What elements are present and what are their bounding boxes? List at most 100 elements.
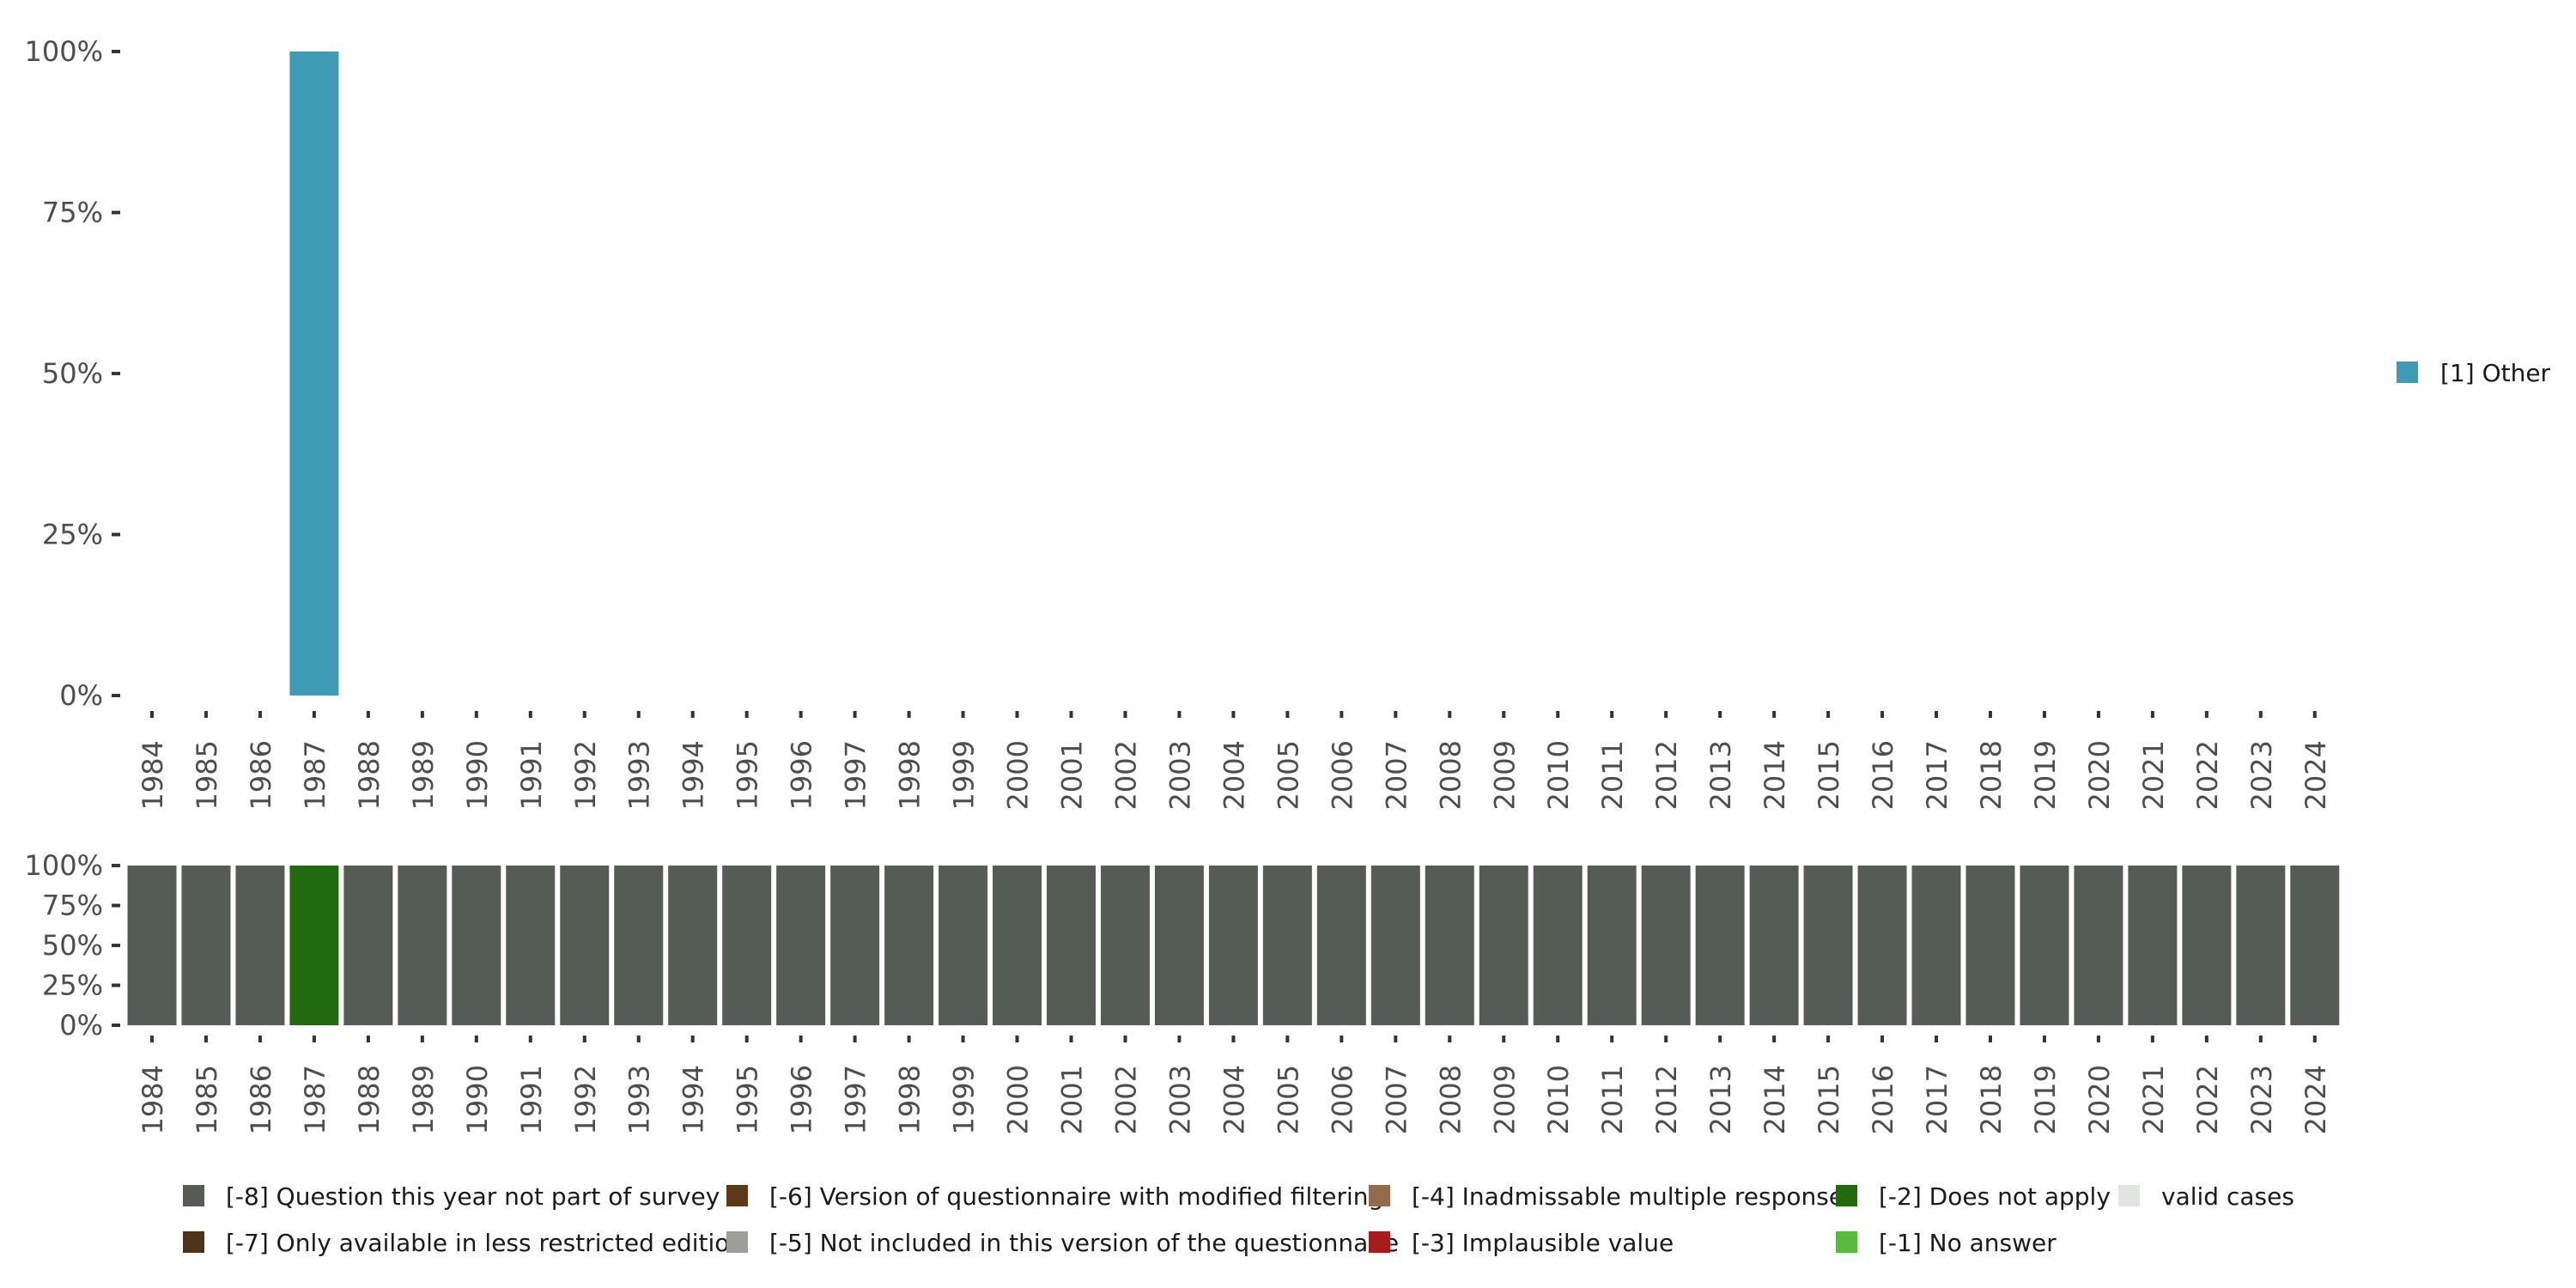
top-x-tick-label: 1993 xyxy=(623,740,656,810)
bottom-bar-1985 xyxy=(181,866,231,1025)
bottom-bar-1997 xyxy=(830,866,880,1025)
top-x-tick-label: 2024 xyxy=(2300,740,2332,810)
legend-swatch-other xyxy=(2397,361,2418,383)
bottom-x-tick-label: 2005 xyxy=(1272,1065,1304,1134)
top-x-tick-label: 2022 xyxy=(2191,740,2224,810)
bottom-bar-2002 xyxy=(1100,866,1150,1025)
top-x-tick-label: 2021 xyxy=(2137,740,2170,810)
top-x-tick-label: 1987 xyxy=(299,740,331,810)
bottom-x-tick-label: 1994 xyxy=(677,1065,710,1134)
bottom-x-tick-label: 1985 xyxy=(191,1065,223,1134)
bottom-bar-2019 xyxy=(2020,866,2069,1025)
bottom-x-tick-label: 1995 xyxy=(732,1065,764,1134)
top-x-tick-label: 2000 xyxy=(1002,740,1035,810)
bottom-x-tick-label: 2008 xyxy=(1434,1065,1467,1134)
top-x-tick-label: 2010 xyxy=(1542,740,1575,810)
top-x-tick-label: 1984 xyxy=(137,740,169,810)
bottom-x-tick-label: 2017 xyxy=(1921,1065,1953,1134)
bottom-bar-2010 xyxy=(1533,866,1583,1025)
legend-label: [-1] No answer xyxy=(1879,1229,2057,1257)
top-x-tick-label: 1988 xyxy=(353,740,386,810)
top-y-tick-label: 100% xyxy=(25,35,103,68)
legend-swatch xyxy=(183,1231,204,1253)
top-x-tick-label: 1995 xyxy=(732,740,764,810)
legend-swatch xyxy=(1836,1185,1857,1206)
bottom-x-tick-label: 2012 xyxy=(1650,1065,1683,1134)
legend-swatch xyxy=(1836,1231,1857,1253)
bottom-bar-2009 xyxy=(1479,866,1528,1025)
top-x-tick-label: 2005 xyxy=(1272,740,1304,810)
bottom-bar-2017 xyxy=(1911,866,1961,1025)
bottom-y-tick-label: 100% xyxy=(25,849,103,882)
legend-swatch xyxy=(726,1231,748,1253)
top-x-tick-label: 1990 xyxy=(461,740,494,810)
top-x-tick-label: 1991 xyxy=(515,740,548,810)
top-y-tick-label: 75% xyxy=(42,197,103,229)
legend-swatch xyxy=(183,1185,204,1206)
top-y-tick-label: 50% xyxy=(42,357,103,390)
legend-label: [-3] Implausible value xyxy=(1412,1229,1674,1257)
bottom-bar-2015 xyxy=(1803,866,1853,1025)
legend-label: [-6] Version of questionnaire with modif… xyxy=(769,1182,1383,1211)
bottom-bar-1994 xyxy=(668,866,718,1025)
bottom-bar-2020 xyxy=(2074,866,2123,1025)
bottom-bar-2016 xyxy=(1857,866,1907,1025)
bottom-bar-1996 xyxy=(776,866,826,1025)
bottom-bar-1989 xyxy=(398,866,447,1025)
bottom-x-tick-label: 2014 xyxy=(1759,1065,1791,1134)
top-x-tick-label: 1999 xyxy=(948,740,981,810)
bottom-bar-2012 xyxy=(1641,866,1691,1025)
bottom-bar-2023 xyxy=(2236,866,2286,1025)
top-x-tick-label: 2013 xyxy=(1704,740,1737,810)
top-x-tick-label: 1997 xyxy=(840,740,872,810)
bottom-bar-1995 xyxy=(722,866,772,1025)
top-x-tick-label: 2015 xyxy=(1813,740,1845,810)
legend-swatch xyxy=(2118,1185,2140,1206)
bottom-x-tick-label: 2004 xyxy=(1218,1065,1250,1134)
top-x-tick-label: 1985 xyxy=(191,740,223,810)
bottom-y-tick-label: 50% xyxy=(42,929,103,962)
bottom-x-tick-label: 1998 xyxy=(894,1065,927,1134)
legend-label: [-7] Only available in less restricted e… xyxy=(226,1229,744,1257)
bottom-x-tick-label: 2011 xyxy=(1596,1065,1629,1134)
bottom-bar-1999 xyxy=(939,866,988,1025)
top-bar-1987 xyxy=(289,52,339,696)
bottom-bar-2018 xyxy=(1965,866,2015,1025)
bottom-bar-2024 xyxy=(2290,866,2340,1025)
bottom-x-tick-label: 2023 xyxy=(2245,1065,2278,1134)
bottom-x-tick-label: 2009 xyxy=(1488,1065,1521,1134)
bottom-x-tick-label: 2007 xyxy=(1380,1065,1413,1134)
top-x-tick-label: 2016 xyxy=(1867,740,1899,810)
bottom-x-tick-label: 1996 xyxy=(786,1065,818,1134)
bottom-x-tick-label: 2016 xyxy=(1867,1065,1899,1134)
bottom-x-tick-label: 2010 xyxy=(1542,1065,1575,1134)
bottom-x-tick-label: 1984 xyxy=(137,1065,169,1134)
bottom-bar-1988 xyxy=(343,866,393,1025)
legend-swatch xyxy=(1369,1185,1390,1206)
bottom-bar-2014 xyxy=(1749,866,1799,1025)
bottom-x-tick-label: 1987 xyxy=(299,1065,331,1134)
bottom-y-tick-label: 0% xyxy=(59,1009,103,1042)
bottom-bar-2001 xyxy=(1046,866,1096,1025)
bottom-x-tick-label: 2000 xyxy=(1002,1065,1035,1134)
top-x-tick-label: 2007 xyxy=(1380,740,1413,810)
top-x-tick-label: 2012 xyxy=(1650,740,1683,810)
bottom-x-tick-label: 1990 xyxy=(461,1065,494,1134)
bottom-y-tick-label: 75% xyxy=(42,890,103,922)
top-y-tick-label: 25% xyxy=(42,519,103,551)
top-y-tick-label: 0% xyxy=(59,679,103,712)
bottom-bar-2021 xyxy=(2128,866,2178,1025)
bottom-bar-2022 xyxy=(2182,866,2232,1025)
bottom-bar-2004 xyxy=(1208,866,1258,1025)
bottom-x-tick-label: 2002 xyxy=(1109,1065,1142,1134)
legend-label: [-4] Inadmissable multiple response xyxy=(1412,1182,1844,1211)
bottom-bar-1993 xyxy=(614,866,664,1025)
legend-label-other: [1] Other xyxy=(2440,359,2551,387)
bottom-x-tick-label: 2006 xyxy=(1326,1065,1358,1134)
top-x-tick-label: 2018 xyxy=(1975,740,2008,810)
bottom-bar-2006 xyxy=(1316,866,1366,1025)
bottom-x-tick-label: 1993 xyxy=(623,1065,656,1134)
legend-label: [-8] Question this year not part of surv… xyxy=(226,1182,720,1211)
top-x-tick-label: 1989 xyxy=(407,740,440,810)
top-x-tick-label: 1994 xyxy=(677,740,710,810)
